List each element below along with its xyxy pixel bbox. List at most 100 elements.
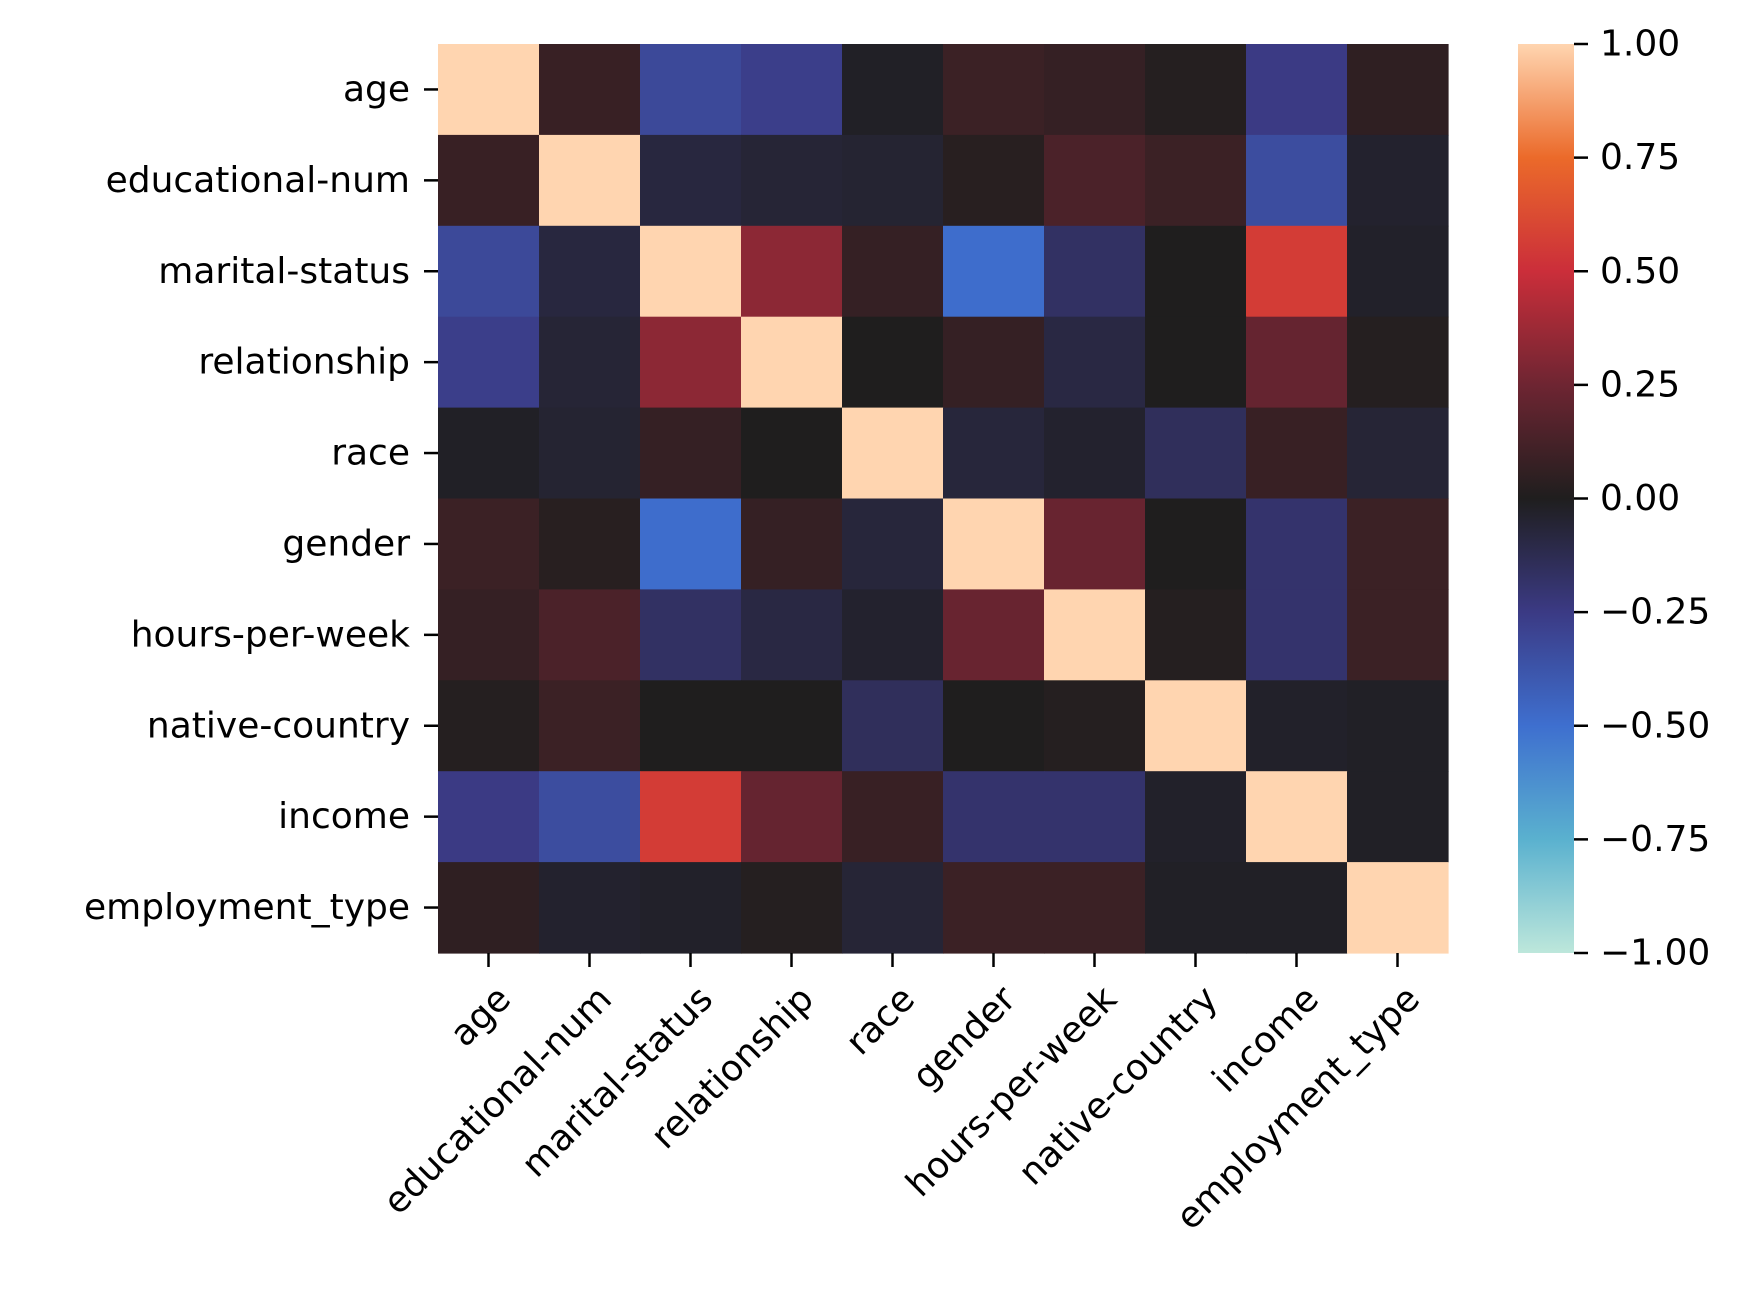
colorbar-tick-label-3: 0.25 [1600, 364, 1680, 405]
heatmap-cell-2-7: marital-status / native-country: 0 [1145, 225, 1247, 318]
heatmap-cell-4-2: race / marital-status: 0.07 [640, 407, 742, 500]
heatmap-cell-9-1: employment_type / educational-num: -0.04 [539, 862, 641, 954]
heatmap-cell-7-3: native-country / relationship: 0 [741, 680, 843, 772]
heatmap-cell-1-7: educational-num / native-country: 0.09 [1145, 134, 1247, 227]
row-label-5: gender [282, 523, 410, 564]
heatmap-cell-0-0: age / age: 1 [438, 44, 540, 136]
heatmap-cell-1-6: educational-num / hours-per-week: 0.14 [1044, 134, 1146, 227]
column-label-0: age [443, 978, 519, 1054]
heatmap-cell-1-2: educational-num / marital-status: -0.08 [640, 134, 742, 227]
heatmap-cell-0-7: age / native-country: 0.02 [1145, 44, 1247, 136]
heatmap-cell-8-3: income / relationship: 0.22 [741, 771, 843, 863]
heatmap-cell-0-6: age / hours-per-week: 0.07 [1044, 44, 1146, 136]
colorbar-tick-label-7: −0.75 [1600, 819, 1710, 860]
heatmap-cell-2-4: marital-status / race: 0.07 [842, 225, 944, 318]
row-label-0: age [343, 69, 410, 110]
colorbar-tick-label-4: 0.00 [1600, 478, 1680, 519]
heatmap-cell-7-4: native-country / race: -0.15 [842, 680, 944, 772]
colorbar-tick-label-6: −0.50 [1600, 705, 1710, 746]
colorbar-tick-label-2: 0.50 [1600, 251, 1680, 292]
heatmap-cell-8-4: income / race: 0.08 [842, 771, 944, 863]
row-labels: age educational-num marital-status relation… [84, 69, 438, 928]
heatmap-cell-7-9: native-country / employment_type: -0.02 [1347, 680, 1449, 772]
heatmap-cell-0-2: age / marital-status: -0.32 [640, 44, 742, 136]
heatmap-cell-9-0: employment_type / age: 0.05 [438, 862, 540, 954]
heatmap-cell-8-0: income / age: -0.25 [438, 771, 540, 863]
heatmap-cell-5-2: gender / marital-status: -0.49 [640, 498, 742, 590]
heatmap-cell-1-1: educational-num / educational-num: 1 [539, 134, 641, 227]
heatmap-cell-3-2: relationship / marital-status: 0.33 [640, 316, 742, 409]
heatmap-cell-6-9: hours-per-week / employment_type: 0.09 [1347, 589, 1449, 681]
heatmap-cell-5-7: gender / native-country: 0 [1145, 498, 1247, 590]
row-label-8: income [278, 796, 410, 837]
heatmap-cell-3-4: relationship / race: 0 [842, 316, 944, 409]
heatmap-cell-6-4: hours-per-week / race: -0.04 [842, 589, 944, 681]
row-label-9: employment_type [84, 887, 410, 928]
colorbar-tick-label-5: −0.25 [1600, 592, 1710, 633]
row-label-4: race [331, 433, 410, 474]
row-label-6: hours-per-week [131, 614, 410, 655]
heatmap-cell-8-5: income / gender: -0.19 [943, 771, 1045, 863]
heatmap-cell-1-4: educational-num / race: -0.05 [842, 134, 944, 227]
heatmap-cell-3-8: relationship / income: 0.22 [1246, 316, 1348, 409]
heatmap-cell-8-8: income / income: 1 [1246, 771, 1348, 863]
heatmap-cell-6-2: hours-per-week / marital-status: -0.17 [640, 589, 742, 681]
heatmap-cell-6-5: hours-per-week / gender: 0.23 [943, 589, 1045, 681]
heatmap-cell-0-4: age / race: -0.02 [842, 44, 944, 136]
heatmap-cell-9-6: employment_type / hours-per-week: 0.09 [1044, 862, 1146, 954]
heatmap-cell-2-6: marital-status / hours-per-week: -0.17 [1044, 225, 1146, 318]
heatmap-cell-5-5: gender / gender: 1 [943, 498, 1045, 590]
heatmap-cell-2-2: marital-status / marital-status: 1 [640, 225, 742, 318]
row-label-2: marital-status [158, 251, 410, 292]
column-labels: ageeducational-nummarital-statusrelation… [376, 953, 1428, 1238]
heatmap-cell-2-5: marital-status / gender: -0.49 [943, 225, 1045, 318]
heatmap-cell-8-9: income / employment_type: -0.02 [1347, 771, 1449, 863]
row-label-3: relationship [198, 342, 410, 383]
heatmap-cell-9-8: employment_type / income: -0.02 [1246, 862, 1348, 954]
heatmap-cell-3-3: relationship / relationship: 1 [741, 316, 843, 409]
row-label-1: educational-num [106, 160, 410, 201]
heatmap-cell-1-8: educational-num / income: -0.34 [1246, 134, 1348, 227]
heatmap-cell-3-7: relationship / native-country: 0 [1145, 316, 1247, 409]
heatmap-cell-9-7: employment_type / native-country: -0.02 [1145, 862, 1247, 954]
heatmap-cell-5-0: gender / age: 0.09 [438, 498, 540, 590]
heatmap-cell-4-9: race / employment_type: -0.06 [1347, 407, 1449, 500]
heatmap-cell-2-0: marital-status / age: -0.32 [438, 225, 540, 318]
heatmap-cell-4-6: race / hours-per-week: -0.04 [1044, 407, 1146, 500]
heatmap-cell-5-6: gender / hours-per-week: 0.23 [1044, 498, 1146, 590]
heatmap-cell-7-2: native-country / marital-status: 0 [640, 680, 742, 772]
heatmap-cell-3-1: relationship / educational-num: -0.06 [539, 316, 641, 409]
heatmap-cell-2-8: marital-status / income: 0.56 [1246, 225, 1348, 318]
heatmap-cell-5-4: gender / race: -0.07 [842, 498, 944, 590]
heatmap-cell-7-1: native-country / educational-num: 0.09 [539, 680, 641, 772]
heatmap-cell-9-2: employment_type / marital-status: -0.03 [640, 862, 742, 954]
heatmap-cell-3-9: relationship / employment_type: 0.02 [1347, 316, 1449, 409]
heatmap-cell-4-1: race / educational-num: -0.05 [539, 407, 641, 500]
heatmap-cell-6-8: hours-per-week / income: -0.19 [1246, 589, 1348, 681]
heatmap-cell-7-0: native-country / age: 0.02 [438, 680, 540, 772]
heatmap-cell-1-9: educational-num / employment_type: -0.04 [1347, 134, 1449, 227]
colorbar-tick-label-0: 1.00 [1600, 24, 1680, 65]
heatmap-cell-6-6: hours-per-week / hours-per-week: 1 [1044, 589, 1146, 681]
heatmap-cell-7-6: native-country / hours-per-week: 0.02 [1044, 680, 1146, 772]
column-label-4: race [838, 978, 923, 1063]
heatmap-cell-3-6: relationship / hours-per-week: -0.09 [1044, 316, 1146, 409]
heatmap-cell-0-8: age / income: -0.25 [1246, 44, 1348, 136]
heatmap-cell-8-6: income / hours-per-week: -0.19 [1044, 771, 1146, 863]
heatmap-cell-8-1: income / educational-num: -0.34 [539, 771, 641, 863]
heatmap-cell-6-1: hours-per-week / educational-num: 0.14 [539, 589, 641, 681]
heatmap-cell-4-7: race / native-country: -0.15 [1145, 407, 1247, 500]
colorbar-tick-label-8: −1.00 [1600, 933, 1710, 974]
heatmap-cell-9-3: employment_type / relationship: 0.02 [741, 862, 843, 954]
heatmap-cell-7-8: native-country / income: -0.03 [1246, 680, 1348, 772]
heatmap-cell-5-8: gender / income: -0.19 [1246, 498, 1348, 590]
heatmap-cell-8-7: income / native-country: -0.03 [1145, 771, 1247, 863]
heatmap-cell-0-9: age / employment_type: 0.05 [1347, 44, 1449, 136]
heatmap-cell-0-3: age / relationship: -0.27 [741, 44, 843, 136]
heatmap-cell-4-5: race / gender: -0.07 [943, 407, 1045, 500]
heatmap-cells: age / age: 1age / educational-num: 0.08a… [438, 44, 1449, 954]
colorbar: 1.00 0.75 0.50 0.25 0.00 −0.25 −0.50 −0.75 −1.00 [1518, 24, 1710, 974]
heatmap-cell-2-3: marital-status / relationship: 0.33 [741, 225, 843, 318]
heatmap-cell-1-0: educational-num / age: 0.08 [438, 134, 540, 227]
